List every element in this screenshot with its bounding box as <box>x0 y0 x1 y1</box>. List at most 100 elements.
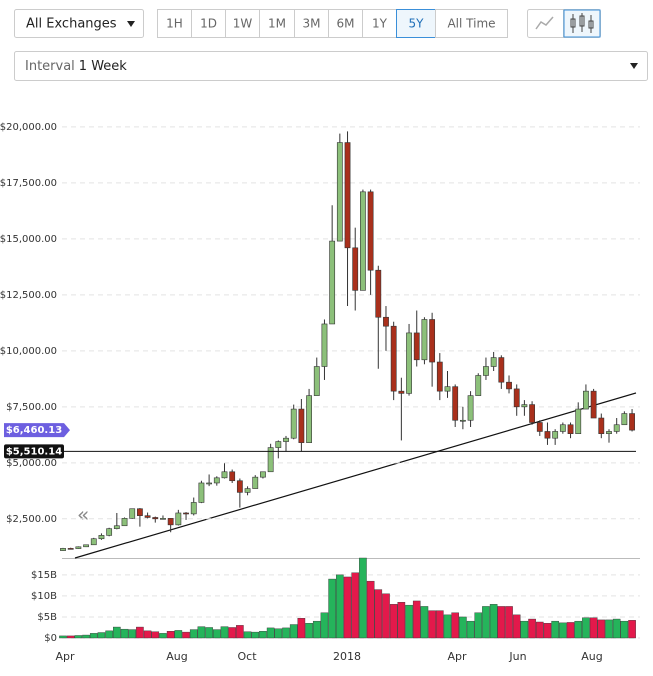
candle-body <box>298 408 305 443</box>
volume-bar <box>474 612 483 639</box>
volume-bar <box>305 623 313 639</box>
candle-body <box>329 240 336 325</box>
candle-body <box>321 323 328 367</box>
range-label: 1Y <box>372 17 388 31</box>
y-tick-label: $17,500.00 <box>0 178 57 189</box>
price-badge <box>4 423 70 438</box>
volume-bar <box>82 634 90 639</box>
range-button[interactable] <box>328 9 363 38</box>
exchange-dropdown[interactable] <box>14 9 144 38</box>
volume-bar <box>428 610 436 639</box>
volume-bar <box>512 614 521 639</box>
volume-bar <box>274 628 283 639</box>
candle-body <box>83 544 89 548</box>
volume-bar <box>466 620 475 639</box>
candle-body <box>75 546 82 549</box>
candle-body <box>398 390 405 394</box>
volume-bar <box>397 602 406 639</box>
volume-bar <box>289 624 298 639</box>
candle-body <box>513 388 520 408</box>
candle-body <box>121 518 128 527</box>
range-buttons: 1H 1D 1W 1M 3M 6M 1Y 5Y All Time <box>157 9 508 38</box>
candle-body <box>90 538 97 546</box>
candle-body <box>260 471 266 478</box>
range-button[interactable] <box>259 9 295 38</box>
candle-body <box>290 408 297 439</box>
scroll-back-icon[interactable]: « <box>77 503 89 527</box>
candle-body <box>390 325 397 392</box>
interval-text: Interval 1 Week <box>25 59 127 74</box>
range-button[interactable] <box>225 9 260 38</box>
candle-body <box>213 477 220 484</box>
candle-body <box>267 447 274 473</box>
range-label: 1D <box>200 17 217 31</box>
volume-bar <box>366 580 375 639</box>
dropdown-arrow <box>127 21 135 27</box>
candle-body <box>421 319 428 361</box>
y-tick-label: $20,000.00 <box>0 122 57 133</box>
candle-body <box>552 431 559 439</box>
y-tick-label: $2,500.00 <box>6 514 57 525</box>
candle-body <box>490 357 497 367</box>
volume-bar <box>205 627 213 639</box>
candle-body <box>459 419 466 422</box>
range-label: 1H <box>166 17 183 31</box>
volume-bar <box>243 631 252 639</box>
range-label: 5Y <box>409 17 425 31</box>
candle-body <box>236 480 243 493</box>
candle-body <box>406 332 412 394</box>
candle-body <box>559 424 566 432</box>
candle-body <box>106 528 113 536</box>
volume-bar <box>197 626 206 639</box>
candle-body <box>175 512 182 526</box>
volume-bar <box>420 606 429 639</box>
candle-body <box>144 515 151 518</box>
volume-bar <box>574 620 583 639</box>
candle-body <box>567 424 574 435</box>
volume-bar <box>312 620 321 639</box>
volume-bar <box>282 627 290 639</box>
candle-body <box>244 488 251 493</box>
range-button[interactable] <box>191 9 226 38</box>
candle-body <box>529 404 535 423</box>
candle-body <box>313 366 320 396</box>
volume-bar <box>136 626 144 639</box>
candle-body <box>598 417 605 435</box>
candle-body <box>137 508 143 516</box>
interval-dropdown[interactable] <box>14 51 648 81</box>
candle-body <box>521 404 528 408</box>
x-tick-label: Oct <box>237 650 257 663</box>
volume-bar <box>266 627 275 639</box>
line-chart-icon[interactable] <box>535 16 554 30</box>
volume-bar <box>482 606 490 639</box>
range-button[interactable] <box>435 9 508 38</box>
volume-bar <box>59 635 67 639</box>
dropdown-arrow <box>630 63 638 69</box>
volume-bar <box>143 630 152 639</box>
candle-body <box>621 413 628 426</box>
volume-bar <box>343 576 352 639</box>
volume-bar <box>259 631 267 639</box>
x-tick-label: 2018 <box>333 650 361 663</box>
price-label: $6,460.13 <box>6 425 62 436</box>
range-button[interactable] <box>157 9 192 38</box>
volume-bar <box>412 600 421 639</box>
candle-body <box>583 390 589 410</box>
candle-body <box>475 375 482 396</box>
candle-body <box>506 381 512 390</box>
volume-bar <box>543 623 552 639</box>
candle-body <box>436 361 443 392</box>
candle-body <box>252 476 259 489</box>
volume-bar <box>351 572 360 639</box>
candle-body <box>229 471 236 482</box>
y-tick-label: $10,000.00 <box>0 346 57 357</box>
volume-bar <box>105 630 113 639</box>
volume-bar <box>451 612 459 639</box>
candle-body <box>590 390 597 419</box>
candle-body <box>221 471 228 479</box>
candle-body <box>383 316 389 327</box>
candle-body <box>160 518 166 520</box>
candle-body <box>483 366 489 376</box>
volume-bar <box>113 626 121 639</box>
volume-bar <box>228 627 236 639</box>
